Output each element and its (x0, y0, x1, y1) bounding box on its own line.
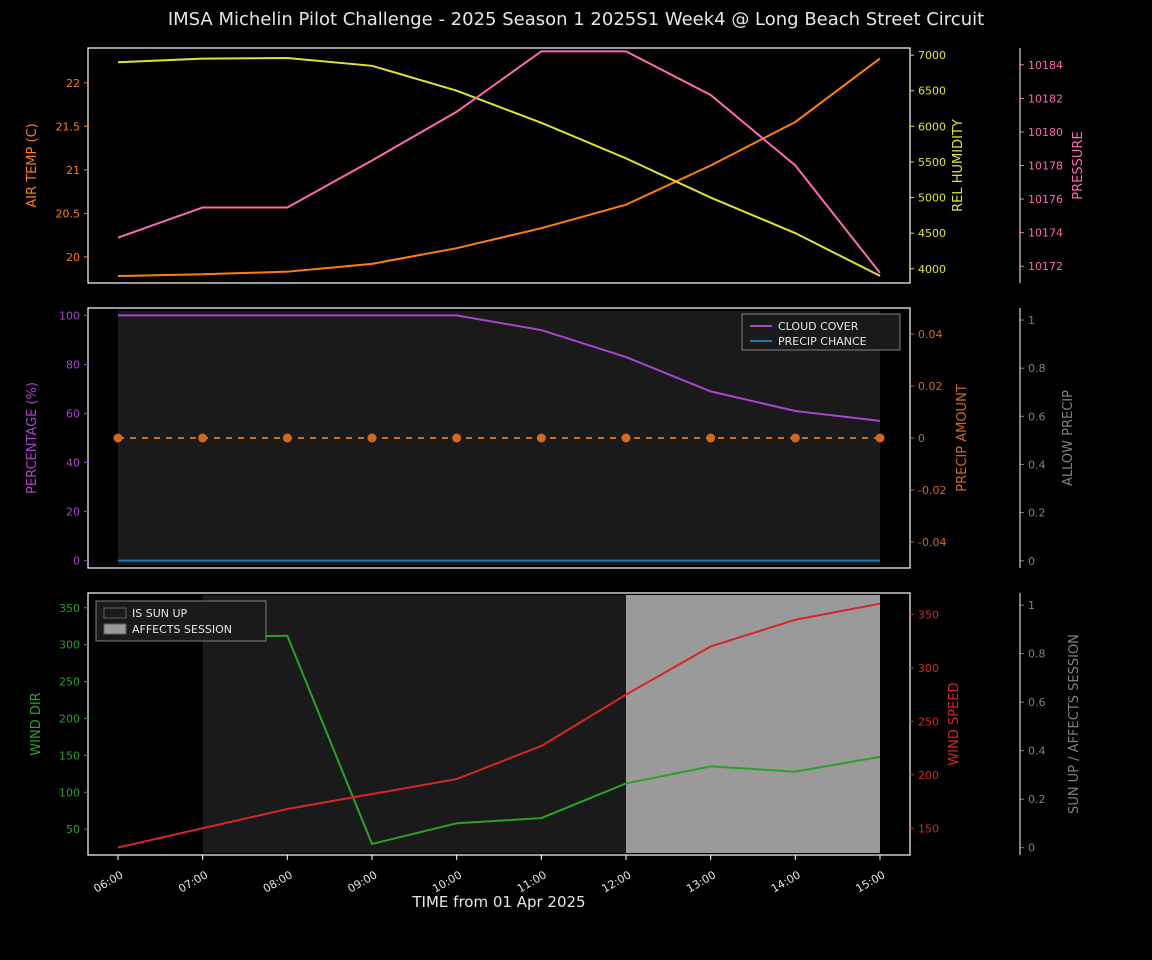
svg-text:1: 1 (1028, 599, 1035, 612)
svg-text:ALLOW PRECIP: ALLOW PRECIP (1061, 390, 1076, 486)
svg-text:0.2: 0.2 (1028, 793, 1046, 806)
svg-text:WIND SPEED: WIND SPEED (947, 682, 962, 765)
svg-text:21: 21 (66, 164, 80, 177)
svg-text:AFFECTS SESSION: AFFECTS SESSION (132, 623, 232, 636)
svg-text:6000: 6000 (918, 120, 946, 133)
svg-text:150: 150 (59, 749, 80, 762)
svg-text:IS SUN UP: IS SUN UP (132, 607, 188, 620)
svg-text:100: 100 (59, 309, 80, 322)
x-axis-label: TIME from 01 Apr 2025 (411, 893, 585, 911)
svg-text:10176: 10176 (1028, 193, 1063, 206)
svg-text:PRECIP AMOUNT: PRECIP AMOUNT (955, 384, 970, 492)
svg-text:40: 40 (66, 457, 80, 470)
svg-text:22: 22 (66, 77, 80, 90)
svg-text:10174: 10174 (1028, 227, 1063, 240)
svg-text:0.02: 0.02 (918, 380, 943, 393)
svg-text:0.8: 0.8 (1028, 648, 1046, 661)
svg-text:0.6: 0.6 (1028, 696, 1046, 709)
svg-text:10180: 10180 (1028, 126, 1063, 139)
svg-text:250: 250 (918, 715, 939, 728)
svg-text:AIR TEMP (C): AIR TEMP (C) (25, 123, 40, 207)
svg-text:PRESSURE: PRESSURE (1071, 131, 1086, 199)
svg-text:0.4: 0.4 (1028, 745, 1046, 758)
svg-text:5000: 5000 (918, 192, 946, 205)
svg-text:100: 100 (59, 786, 80, 799)
svg-text:5500: 5500 (918, 156, 946, 169)
svg-text:0.6: 0.6 (1028, 410, 1046, 423)
svg-text:150: 150 (918, 822, 939, 835)
svg-text:20: 20 (66, 506, 80, 519)
svg-text:0: 0 (73, 555, 80, 568)
svg-text:80: 80 (66, 358, 80, 371)
svg-text:10184: 10184 (1028, 59, 1063, 72)
svg-text:350: 350 (918, 608, 939, 621)
svg-text:CLOUD COVER: CLOUD COVER (778, 320, 859, 333)
svg-text:PRECIP CHANCE: PRECIP CHANCE (778, 335, 867, 348)
chart-title: IMSA Michelin Pilot Challenge - 2025 Sea… (168, 9, 984, 30)
svg-text:7000: 7000 (918, 49, 946, 62)
svg-text:250: 250 (59, 676, 80, 689)
svg-text:-0.04: -0.04 (918, 536, 946, 549)
svg-text:4000: 4000 (918, 263, 946, 276)
svg-text:PERCENTAGE (%): PERCENTAGE (%) (25, 382, 40, 494)
svg-text:20: 20 (66, 251, 80, 264)
svg-text:200: 200 (59, 712, 80, 725)
svg-text:0.4: 0.4 (1028, 458, 1046, 471)
svg-text:21.5: 21.5 (56, 120, 81, 133)
svg-text:0: 0 (918, 432, 925, 445)
svg-text:300: 300 (59, 639, 80, 652)
svg-text:0.04: 0.04 (918, 328, 943, 341)
svg-text:20.5: 20.5 (56, 207, 81, 220)
weather-chart: IMSA Michelin Pilot Challenge - 2025 Sea… (0, 0, 1152, 960)
svg-text:4500: 4500 (918, 227, 946, 240)
svg-text:0.2: 0.2 (1028, 507, 1046, 520)
svg-text:50: 50 (66, 823, 80, 836)
svg-text:-0.02: -0.02 (918, 484, 946, 497)
svg-text:60: 60 (66, 407, 80, 420)
svg-text:300: 300 (918, 662, 939, 675)
chart-container: IMSA Michelin Pilot Challenge - 2025 Sea… (0, 0, 1152, 960)
svg-text:REL HUMIDITY: REL HUMIDITY (951, 119, 966, 212)
svg-text:1: 1 (1028, 314, 1035, 327)
svg-text:6500: 6500 (918, 85, 946, 98)
svg-text:10172: 10172 (1028, 260, 1063, 273)
svg-text:0.8: 0.8 (1028, 362, 1046, 375)
svg-text:0: 0 (1028, 842, 1035, 855)
svg-text:200: 200 (918, 769, 939, 782)
svg-text:350: 350 (59, 602, 80, 615)
svg-text:0: 0 (1028, 555, 1035, 568)
svg-text:10182: 10182 (1028, 92, 1063, 105)
svg-text:10178: 10178 (1028, 160, 1063, 173)
svg-text:SUN UP / AFFECTS SESSION: SUN UP / AFFECTS SESSION (1067, 634, 1082, 814)
svg-text:WIND DIR: WIND DIR (29, 692, 44, 755)
